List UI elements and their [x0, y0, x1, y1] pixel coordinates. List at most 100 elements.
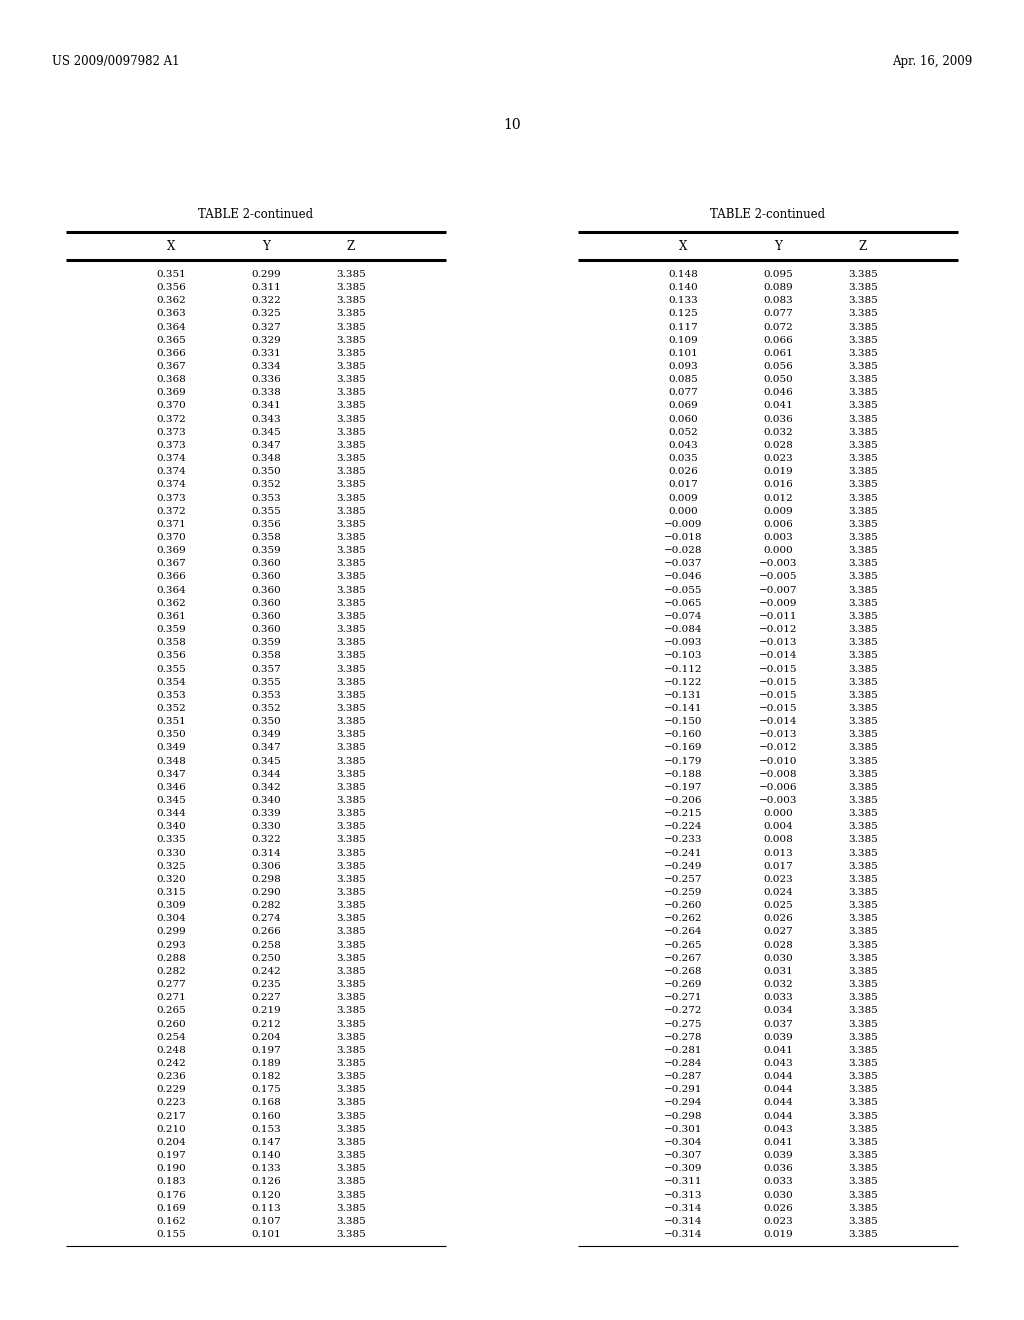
Text: 0.085: 0.085: [668, 375, 698, 384]
Text: 0.277: 0.277: [156, 979, 186, 989]
Text: 3.385: 3.385: [336, 401, 366, 411]
Text: −0.206: −0.206: [664, 796, 702, 805]
Text: −0.007: −0.007: [759, 586, 798, 594]
Text: 0.182: 0.182: [251, 1072, 281, 1081]
Text: 0.356: 0.356: [156, 651, 186, 660]
Text: 3.385: 3.385: [336, 638, 366, 647]
Text: 0.033: 0.033: [763, 1177, 793, 1187]
Text: −0.307: −0.307: [664, 1151, 702, 1160]
Text: 3.385: 3.385: [848, 1204, 878, 1213]
Text: 0.348: 0.348: [251, 454, 281, 463]
Text: 0.358: 0.358: [156, 638, 186, 647]
Text: 0.009: 0.009: [668, 494, 698, 503]
Text: 3.385: 3.385: [336, 1138, 366, 1147]
Text: 3.385: 3.385: [336, 928, 366, 936]
Text: 3.385: 3.385: [336, 599, 366, 607]
Text: 0.004: 0.004: [763, 822, 793, 832]
Text: 0.101: 0.101: [251, 1230, 281, 1239]
Text: 0.325: 0.325: [156, 862, 186, 871]
Text: −0.275: −0.275: [664, 1019, 702, 1028]
Text: 3.385: 3.385: [848, 993, 878, 1002]
Text: 0.006: 0.006: [763, 520, 793, 529]
Text: 0.197: 0.197: [156, 1151, 186, 1160]
Text: 3.385: 3.385: [336, 993, 366, 1002]
Text: −0.314: −0.314: [664, 1230, 702, 1239]
Text: 0.033: 0.033: [763, 993, 793, 1002]
Text: 0.044: 0.044: [763, 1072, 793, 1081]
Text: 3.385: 3.385: [848, 638, 878, 647]
Text: 0.309: 0.309: [156, 902, 186, 911]
Text: −0.179: −0.179: [664, 756, 702, 766]
Text: 3.385: 3.385: [848, 1085, 878, 1094]
Text: 3.385: 3.385: [336, 743, 366, 752]
Text: 0.357: 0.357: [251, 664, 281, 673]
Text: 0.342: 0.342: [251, 783, 281, 792]
Text: 0.204: 0.204: [156, 1138, 186, 1147]
Text: 3.385: 3.385: [336, 1111, 366, 1121]
Text: 3.385: 3.385: [848, 1111, 878, 1121]
Text: 0.089: 0.089: [763, 284, 793, 292]
Text: −0.197: −0.197: [664, 783, 702, 792]
Text: −0.012: −0.012: [759, 626, 798, 634]
Text: 0.258: 0.258: [251, 941, 281, 949]
Text: 0.360: 0.360: [251, 573, 281, 581]
Text: 3.385: 3.385: [336, 507, 366, 516]
Text: 0.024: 0.024: [763, 888, 793, 898]
Text: −0.046: −0.046: [664, 573, 702, 581]
Text: X: X: [167, 240, 175, 253]
Text: 0.345: 0.345: [251, 428, 281, 437]
Text: −0.264: −0.264: [664, 928, 702, 936]
Text: 3.385: 3.385: [848, 1019, 878, 1028]
Text: 3.385: 3.385: [848, 730, 878, 739]
Text: TABLE 2-continued: TABLE 2-continued: [199, 209, 313, 220]
Text: 0.260: 0.260: [156, 1019, 186, 1028]
Text: 3.385: 3.385: [848, 979, 878, 989]
Text: −0.131: −0.131: [664, 690, 702, 700]
Text: 0.169: 0.169: [156, 1204, 186, 1213]
Text: −0.257: −0.257: [664, 875, 702, 884]
Text: 0.008: 0.008: [763, 836, 793, 845]
Text: 0.036: 0.036: [763, 1164, 793, 1173]
Text: 0.017: 0.017: [668, 480, 698, 490]
Text: 0.077: 0.077: [763, 309, 793, 318]
Text: −0.169: −0.169: [664, 743, 702, 752]
Text: −0.281: −0.281: [664, 1045, 702, 1055]
Text: 3.385: 3.385: [848, 928, 878, 936]
Text: 3.385: 3.385: [336, 428, 366, 437]
Text: 3.385: 3.385: [848, 414, 878, 424]
Text: 0.016: 0.016: [763, 480, 793, 490]
Text: 0.360: 0.360: [251, 586, 281, 594]
Text: 0.352: 0.352: [251, 704, 281, 713]
Text: −0.015: −0.015: [759, 677, 798, 686]
Text: 0.039: 0.039: [763, 1032, 793, 1041]
Text: 3.385: 3.385: [848, 626, 878, 634]
Text: 0.044: 0.044: [763, 1098, 793, 1107]
Text: 3.385: 3.385: [848, 664, 878, 673]
Text: 0.043: 0.043: [668, 441, 698, 450]
Text: 0.367: 0.367: [156, 362, 186, 371]
Text: 3.385: 3.385: [848, 480, 878, 490]
Text: 0.060: 0.060: [668, 414, 698, 424]
Text: 0.373: 0.373: [156, 441, 186, 450]
Text: 0.347: 0.347: [251, 743, 281, 752]
Text: 0.061: 0.061: [763, 348, 793, 358]
Text: 0.183: 0.183: [156, 1177, 186, 1187]
Text: 0.367: 0.367: [156, 560, 186, 569]
Text: 0.242: 0.242: [156, 1059, 186, 1068]
Text: 0.373: 0.373: [156, 494, 186, 503]
Text: −0.268: −0.268: [664, 968, 702, 975]
Text: 0.360: 0.360: [251, 560, 281, 569]
Text: 0.329: 0.329: [251, 335, 281, 345]
Text: 0.290: 0.290: [251, 888, 281, 898]
Text: 3.385: 3.385: [848, 796, 878, 805]
Text: 0.353: 0.353: [251, 494, 281, 503]
Text: −0.055: −0.055: [664, 586, 702, 594]
Text: 0.374: 0.374: [156, 467, 186, 477]
Text: −0.265: −0.265: [664, 941, 702, 949]
Text: 0.019: 0.019: [763, 1230, 793, 1239]
Text: 3.385: 3.385: [848, 348, 878, 358]
Text: 0.212: 0.212: [251, 1019, 281, 1028]
Text: 0.012: 0.012: [763, 494, 793, 503]
Text: 0.120: 0.120: [251, 1191, 281, 1200]
Text: 0.322: 0.322: [251, 296, 281, 305]
